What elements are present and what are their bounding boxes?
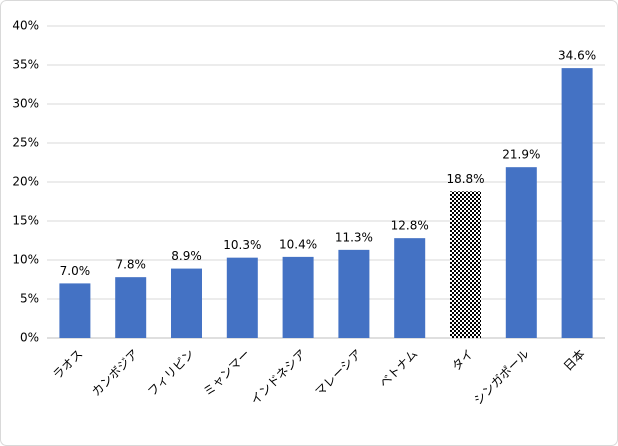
y-tick-label: 20%	[12, 175, 39, 189]
bar	[226, 257, 258, 338]
y-tick-label: 10%	[12, 253, 39, 267]
data-label: 10.3%	[223, 238, 261, 252]
data-label: 10.4%	[279, 237, 317, 251]
bar	[505, 167, 537, 338]
bar	[59, 283, 91, 338]
bar	[282, 256, 314, 338]
bar	[450, 191, 481, 338]
data-label: 12.8%	[391, 219, 429, 233]
bar	[394, 238, 426, 338]
bar	[171, 268, 202, 338]
data-label: 11.3%	[335, 230, 373, 244]
bar	[338, 249, 370, 338]
y-tick-label: 30%	[12, 97, 39, 111]
data-label: 7.0%	[60, 264, 91, 278]
data-label: 21.9%	[502, 148, 540, 162]
bar	[561, 68, 593, 339]
bar	[115, 277, 147, 338]
data-label: 8.9%	[171, 249, 202, 263]
y-tick-label: 35%	[12, 58, 39, 72]
y-tick-label: 15%	[12, 214, 39, 228]
y-tick-label: 25%	[12, 136, 39, 150]
y-tick-label: 5%	[20, 292, 39, 306]
y-tick-label: 0%	[20, 331, 39, 345]
data-label: 18.8%	[446, 172, 484, 186]
y-tick-label: 40%	[12, 19, 39, 33]
data-label: 7.8%	[115, 258, 146, 272]
data-label: 34.6%	[558, 49, 596, 63]
